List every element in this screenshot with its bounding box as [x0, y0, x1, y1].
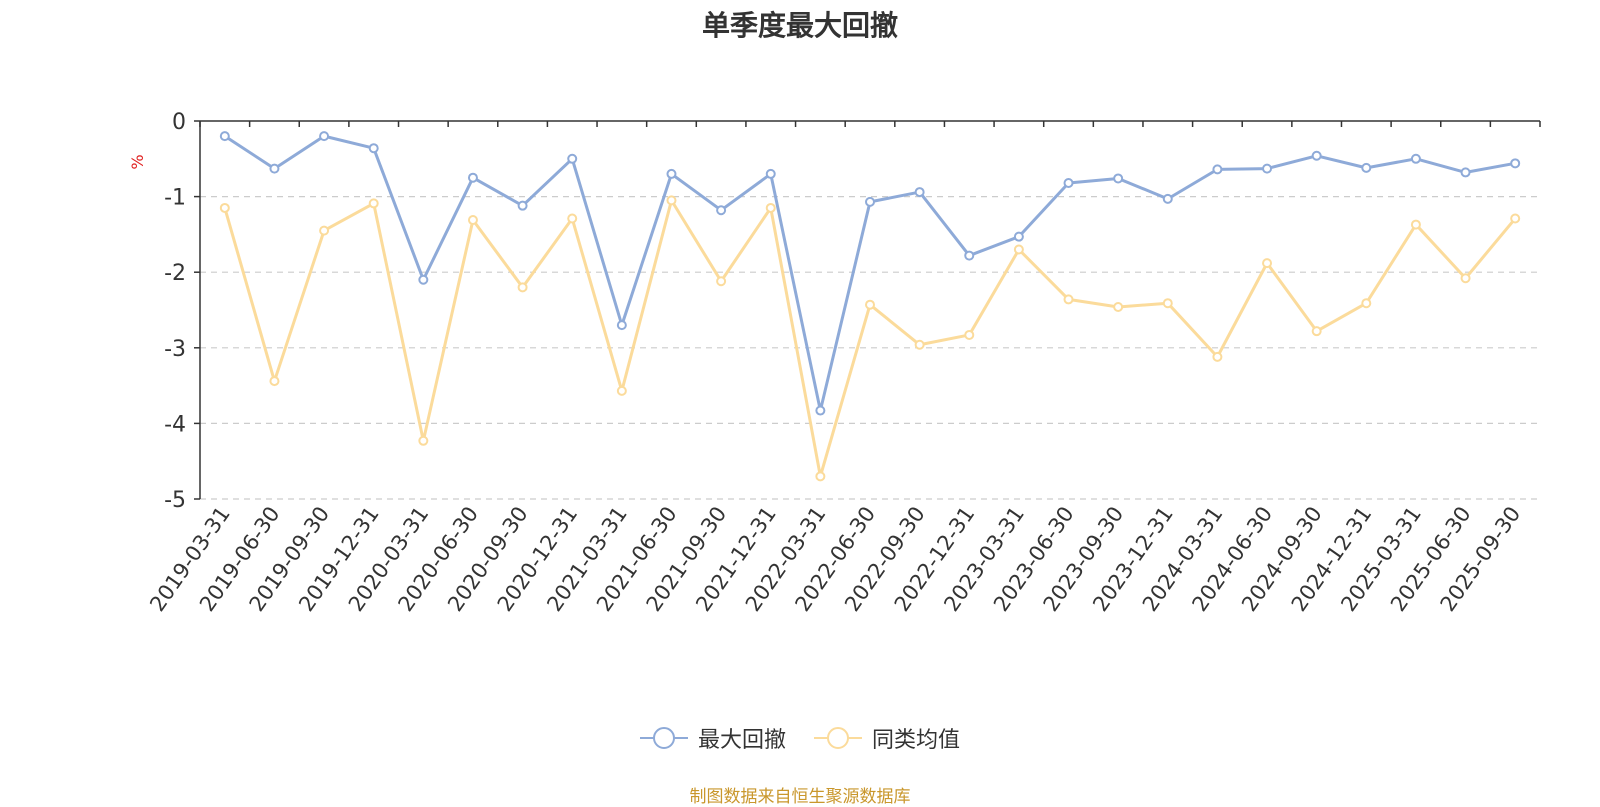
data-point	[1013, 231, 1024, 242]
axis-labels: 0-1-2-3-4-5%2019-03-312019-06-302019-09-…	[128, 110, 1525, 616]
data-point	[269, 163, 280, 174]
data-point	[815, 471, 826, 482]
data-point	[865, 299, 875, 310]
data-point	[1361, 298, 1372, 309]
legend-label-max-drawdown: 最大回撤	[697, 728, 786, 753]
data-point	[1510, 158, 1521, 169]
data-point	[616, 320, 627, 331]
data-point	[964, 250, 975, 261]
data-point	[319, 131, 330, 142]
series-line	[223, 198, 1517, 478]
data-point	[467, 215, 478, 226]
data-point	[517, 282, 528, 293]
data-point	[368, 198, 379, 209]
data-point	[219, 131, 230, 142]
y-tick-label: -1	[164, 186, 186, 211]
data-point	[467, 172, 478, 183]
data-point	[716, 276, 727, 287]
data-point	[219, 202, 230, 213]
data-point	[567, 153, 578, 164]
data-point	[815, 405, 826, 416]
legend: 最大回撤 同类均值	[0, 722, 1600, 754]
axes	[194, 120, 1541, 500]
chart-title: 单季度最大回撤	[701, 9, 898, 42]
data-point	[269, 376, 280, 387]
data-point	[418, 435, 429, 446]
data-point	[567, 213, 578, 224]
data-point	[1410, 219, 1421, 230]
y-axis-label: %	[128, 154, 147, 169]
y-tick-label: -3	[164, 337, 186, 362]
data-point	[1212, 351, 1223, 362]
data-point	[517, 200, 528, 211]
data-point	[1212, 164, 1223, 175]
legend-item-max-drawdown[interactable]: 最大回撤	[639, 722, 786, 754]
data-point	[1460, 273, 1471, 284]
data-point	[765, 202, 776, 213]
data-point	[865, 196, 875, 207]
data-point	[1410, 153, 1421, 164]
data-point	[765, 168, 776, 179]
data-point	[616, 385, 627, 396]
data-point	[1311, 150, 1322, 161]
source-note: 制图数据来自恒生聚源数据库	[689, 787, 911, 807]
data-point	[1113, 301, 1124, 312]
legend-marker-peer-average-icon	[814, 727, 862, 749]
data-point	[319, 225, 330, 236]
data-point	[1510, 213, 1521, 224]
y-tick-label: 0	[172, 110, 186, 135]
series-1	[219, 195, 1521, 482]
data-point	[716, 205, 727, 216]
y-tick-label: -5	[164, 488, 186, 513]
data-point	[666, 195, 677, 206]
data-point	[1262, 258, 1273, 269]
series-line	[223, 134, 1516, 413]
data-point	[1460, 167, 1471, 178]
data-point	[964, 329, 975, 340]
data-point	[1311, 326, 1322, 337]
series-0	[219, 131, 1521, 416]
data-point	[368, 143, 379, 154]
data-point	[1063, 294, 1074, 305]
data-point	[1262, 163, 1273, 174]
data-point	[1162, 298, 1173, 309]
data-point	[666, 168, 677, 179]
y-tick-label: -4	[164, 412, 186, 437]
data-point	[1113, 173, 1124, 184]
legend-label-peer-average: 同类均值	[872, 728, 961, 753]
data-point	[1013, 244, 1024, 255]
data-point	[418, 274, 429, 285]
data-point	[1063, 177, 1074, 188]
legend-marker-max-drawdown-icon	[639, 727, 688, 749]
legend-item-peer-average[interactable]: 同类均值	[814, 722, 960, 754]
data-point	[914, 339, 925, 350]
data-point	[1162, 193, 1173, 204]
data-point	[1361, 162, 1372, 173]
data-point	[914, 187, 925, 198]
y-tick-label: -2	[164, 261, 186, 286]
series-lines	[219, 131, 1521, 482]
grid-lines	[200, 196, 1540, 500]
